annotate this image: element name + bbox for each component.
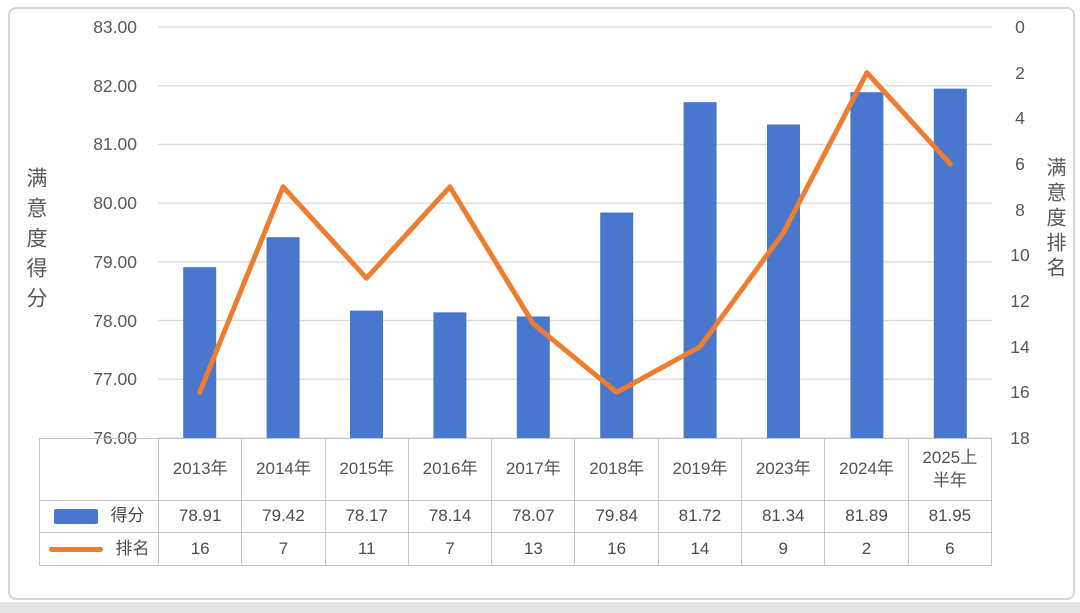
value-排名-2017年: 13 [491, 532, 576, 566]
category-header-2024年: 2024年 [824, 438, 909, 501]
bar-2017年 [516, 316, 550, 438]
category-header-2019年: 2019年 [657, 438, 743, 501]
category-header-2018年: 2018年 [574, 438, 659, 501]
value-排名-2013年: 16 [157, 532, 243, 566]
page-background-strip [0, 602, 1080, 613]
right-tick-18: 18 [1010, 428, 1030, 448]
right-tick-12: 12 [1010, 291, 1030, 311]
bar-2023年 [767, 124, 800, 439]
right-tick-8: 8 [1015, 199, 1025, 220]
right-tick-6: 6 [1015, 154, 1025, 174]
value-得分-2016年: 78.14 [407, 500, 493, 533]
bar-2025上半年 [933, 88, 967, 439]
legend-cell-排名: 排名 [39, 532, 159, 566]
line-legend-swatch-icon [48, 546, 103, 552]
right-tick-14: 14 [1010, 336, 1030, 357]
value-得分-2024年: 81.89 [824, 500, 909, 533]
left-tick-83.00: 83.00 [93, 17, 137, 37]
value-排名-2015年: 11 [324, 532, 409, 566]
right-tick-16: 16 [1010, 382, 1030, 403]
bar-2019年 [683, 102, 717, 438]
value-排名-2016年: 7 [407, 532, 493, 566]
value-排名-2018年: 16 [574, 532, 659, 566]
value-得分-2017年: 78.07 [491, 500, 576, 533]
value-得分-2025上半年: 81.95 [907, 500, 993, 533]
right-tick-4: 4 [1015, 108, 1025, 129]
value-得分-2018年: 79.84 [574, 500, 659, 533]
left-tick-77.00: 77.00 [93, 369, 137, 390]
value-排名-2025上半年: 6 [907, 532, 993, 566]
value-排名-2014年: 7 [241, 532, 326, 566]
value-得分-2015年: 78.17 [324, 500, 409, 533]
plot-area [158, 26, 992, 439]
left-tick-81.00: 81.00 [93, 134, 137, 155]
bar-2024年 [850, 92, 884, 439]
category-header-2015年: 2015年 [324, 438, 409, 501]
left-tick-82.00: 82.00 [93, 75, 137, 96]
right-tick-10: 10 [1010, 245, 1030, 266]
category-header-2014年: 2014年 [241, 438, 326, 501]
bar-2016年 [433, 312, 467, 438]
right-tick-0: 0 [1015, 17, 1025, 37]
left-tick-79.00: 79.00 [93, 251, 137, 272]
category-header-2025上半年: 2025上半年 [907, 438, 993, 501]
bar-2015年 [350, 310, 383, 438]
bar-2018年 [600, 212, 634, 438]
value-排名-2019年: 14 [657, 532, 743, 566]
rank-line [197, 70, 953, 395]
bar-legend-swatch-icon [53, 509, 98, 524]
value-排名-2023年: 9 [741, 532, 826, 566]
category-header-2016年: 2016年 [407, 438, 493, 501]
table-row-排名: 排名 16 7 11 7 13 16 14 9 2 6 [39, 532, 993, 566]
table-row-得分: 得分 78.91 79.42 78.17 78.14 78.07 79.84 81.72 81.… [39, 500, 993, 533]
data-table: 2013年 2014年 2015年 2016年 2017年 2018年 2019年 2023年… [39, 438, 993, 566]
legend-label-排名: 排名 [115, 538, 150, 558]
legend-label-得分: 得分 [110, 506, 145, 526]
category-header-2017年: 2017年 [491, 438, 576, 501]
left-tick-78.00: 78.00 [93, 310, 137, 331]
value-得分-2023年: 81.34 [741, 500, 826, 533]
chart-card: 满意度得分 满意度排名 83.00 82.00 81.00 80.00 79.00 78.… [8, 7, 1075, 600]
left-axis-title: 满意度得分 [24, 167, 47, 317]
value-得分-2019年: 81.72 [657, 500, 743, 533]
bar-2013年 [183, 267, 217, 438]
left-tick-80.00: 80.00 [93, 193, 137, 214]
right-tick-2: 2 [1015, 62, 1025, 83]
right-axis-title: 满意度排名 [1043, 157, 1065, 282]
bar-2014年 [266, 237, 300, 438]
value-得分-2014年: 79.42 [241, 500, 326, 533]
value-排名-2024年: 2 [824, 532, 909, 566]
category-header-2023年: 2023年 [741, 438, 826, 501]
table-corner-blank [39, 438, 159, 501]
legend-cell-得分: 得分 [39, 500, 159, 533]
value-得分-2013年: 78.91 [157, 500, 243, 533]
category-header-2013年: 2013年 [157, 438, 243, 501]
